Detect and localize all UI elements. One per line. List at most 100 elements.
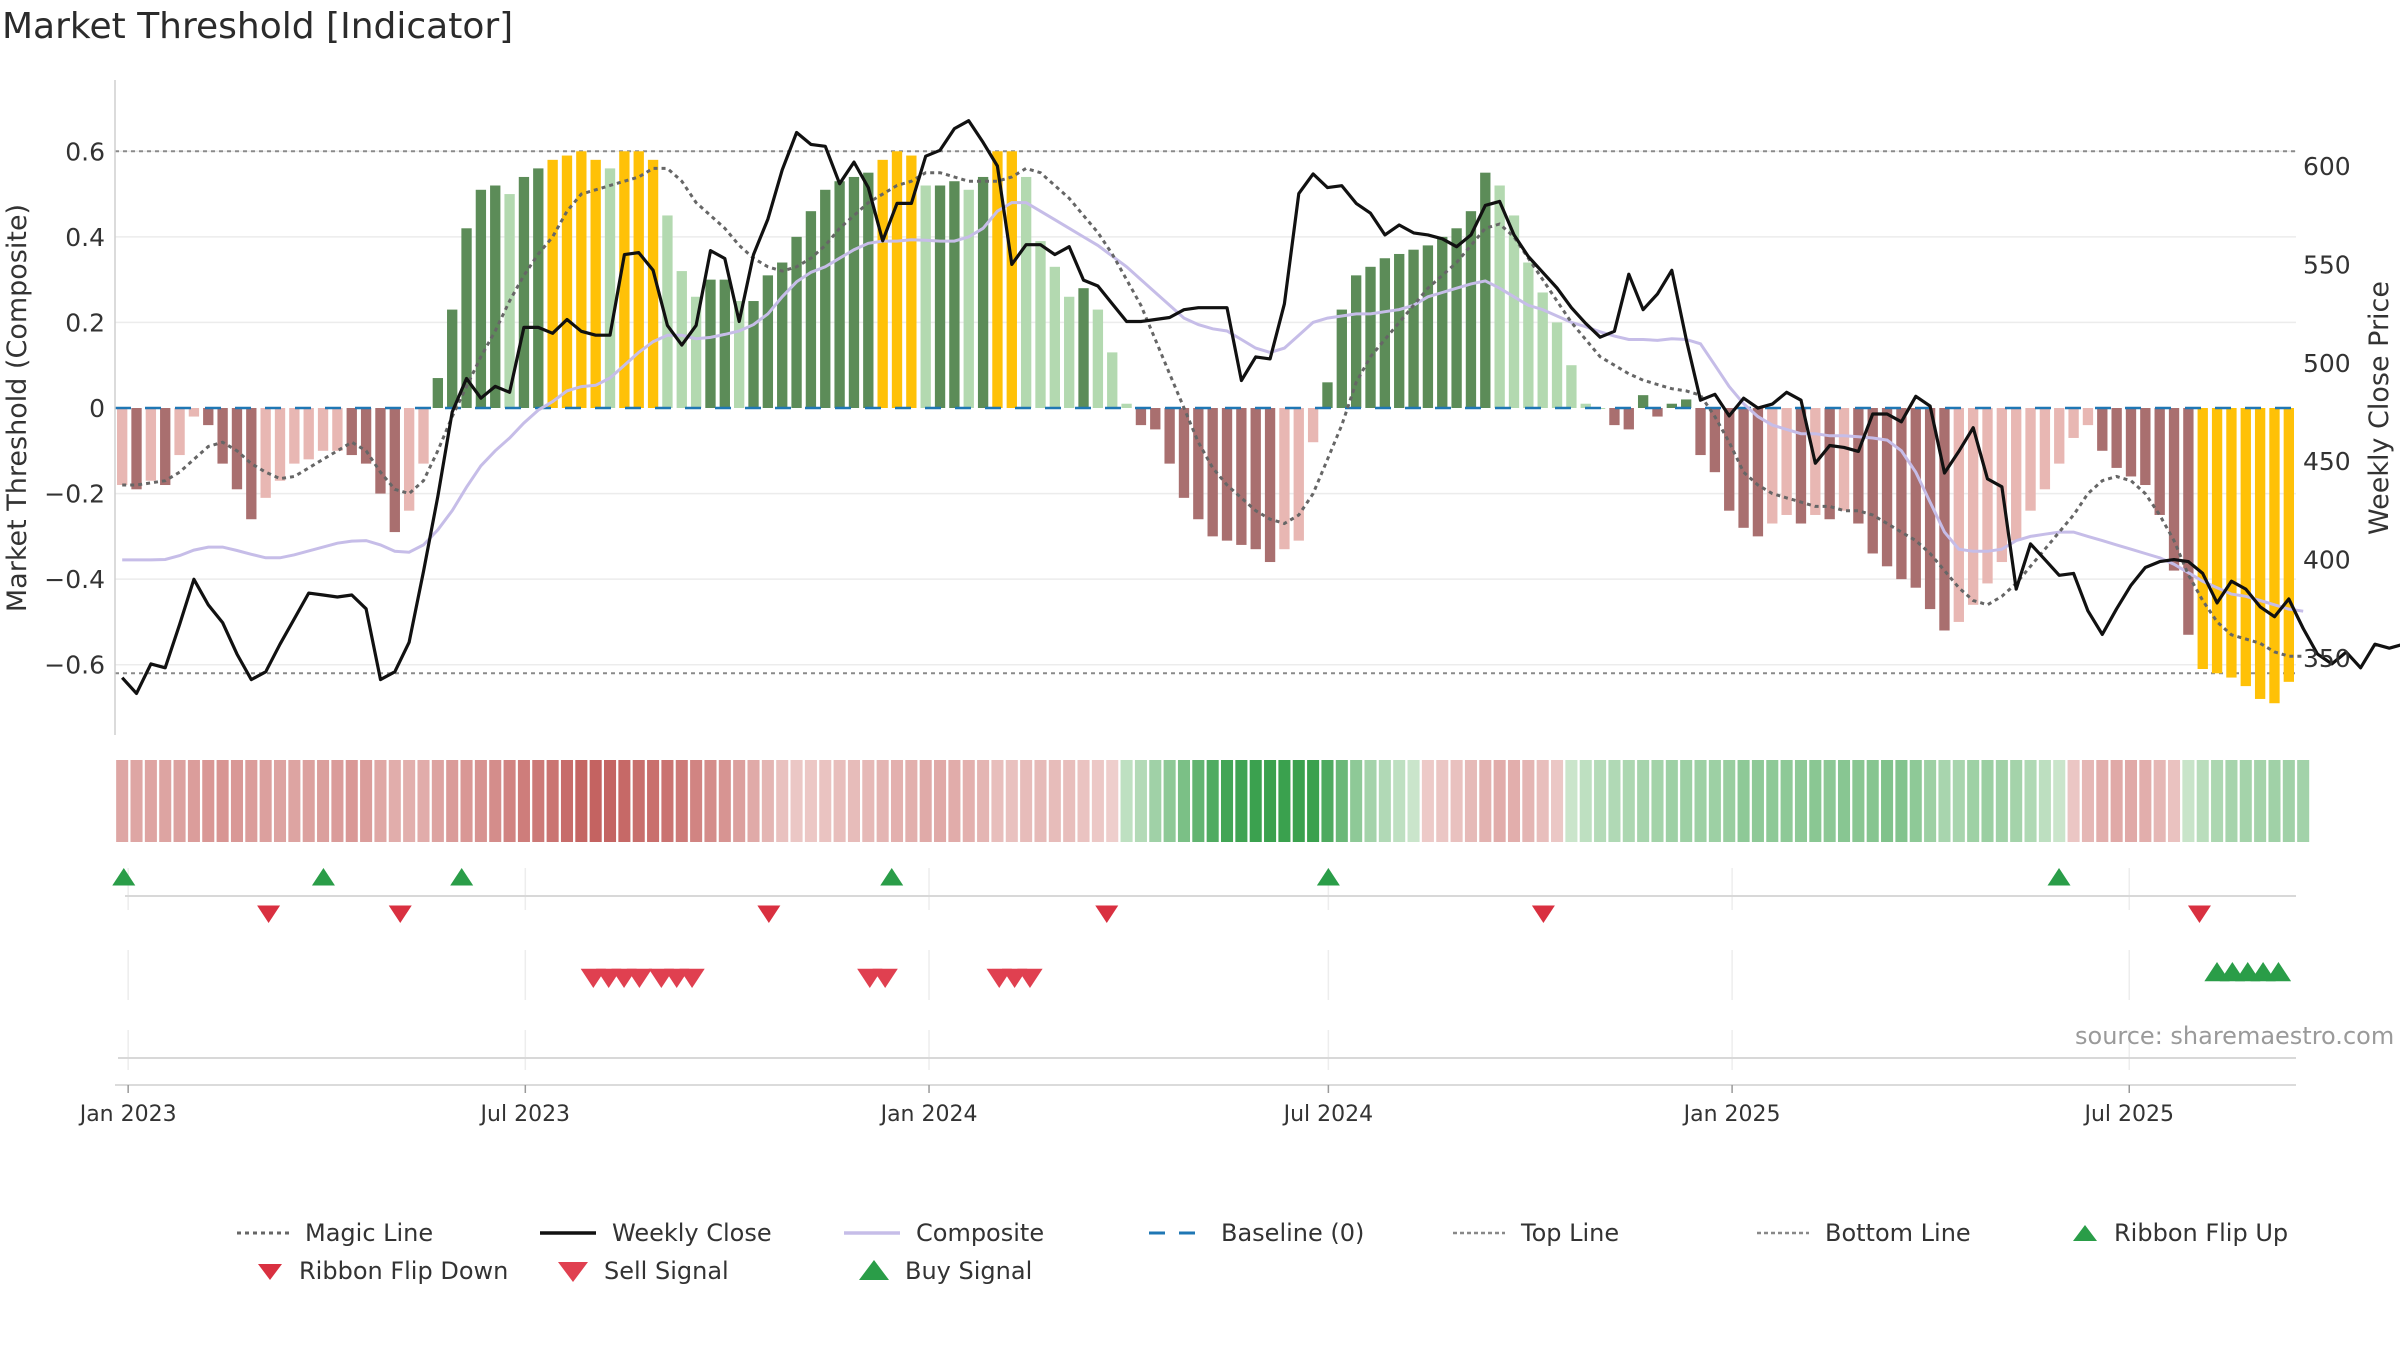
- legend-item-top-line: Top Line: [1451, 1215, 1619, 1251]
- composite-bar: [949, 181, 960, 408]
- composite-bar: [1451, 228, 1462, 408]
- composite-bar: [777, 262, 788, 408]
- ribbon-cell: [1622, 760, 1635, 842]
- ribbon-cell: [273, 760, 287, 842]
- x-tick-label: Jul 2024: [1282, 1102, 1374, 1127]
- composite-bar: [1049, 266, 1061, 408]
- composite-bar: [1609, 408, 1620, 426]
- ribbon-cell: [144, 760, 157, 842]
- ribbon-cell: [1579, 760, 1592, 842]
- buy-signal-marker: [2265, 962, 2292, 982]
- ribbon-cell: [1134, 760, 1147, 842]
- axes: 0.6 0.4 0.2 0 −0.2 −0.4 −0.6 600 550 500 450 400 350…: [2, 80, 2395, 735]
- ribbon-cell: [202, 760, 215, 842]
- ribbon-cell: [589, 760, 602, 842]
- y-right-tick-label: 450: [2303, 447, 2351, 476]
- legend-label: Sell Signal: [604, 1257, 729, 1285]
- ribbon-cell: [804, 760, 817, 842]
- composite-bar: [1150, 408, 1161, 430]
- ribbon-cell: [1551, 760, 1564, 842]
- composite-bar: [1566, 365, 1577, 408]
- ribbon-flip-up-marker: [450, 868, 474, 886]
- y-right-tick-label: 350: [2303, 644, 2351, 673]
- ribbon-cell: [2282, 760, 2295, 842]
- composite-bar: [1695, 408, 1706, 456]
- x-tick-label: Jan 2023: [78, 1102, 177, 1127]
- composite-bar: [1092, 309, 1104, 408]
- composite-bar: [1738, 408, 1749, 528]
- composite-bar: [1422, 245, 1434, 408]
- composite-bar: [1365, 266, 1376, 408]
- y-right-tick-label: 500: [2303, 349, 2351, 378]
- composite-bar: [1437, 236, 1448, 408]
- composite-bar: [1020, 176, 1032, 408]
- composite-bar: [863, 172, 874, 408]
- composite-bar: [1322, 382, 1333, 408]
- y-left-tick-label: 0.2: [65, 308, 105, 337]
- composite-bar: [1221, 408, 1233, 541]
- x-tick-label: Jan 2025: [1682, 1102, 1781, 1127]
- ribbon-cell: [460, 760, 473, 842]
- composite-bar: [1135, 408, 1147, 426]
- ribbon-cell: [116, 760, 129, 842]
- composite-bar: [2140, 408, 2151, 486]
- ribbon-cell: [130, 760, 143, 842]
- ribbon-cell: [704, 760, 717, 842]
- ribbon-cell: [1708, 760, 1721, 842]
- legend-item-bottom-line: Bottom Line: [1755, 1215, 1971, 1251]
- legend-label: Weekly Close: [612, 1219, 772, 1247]
- composite-bar: [490, 185, 501, 408]
- ribbon-cell: [948, 760, 961, 842]
- composite-bar: [2097, 408, 2108, 451]
- ribbon-cell: [159, 760, 172, 842]
- ribbon-cell: [1995, 760, 2008, 842]
- y-left-tick-label: 0.4: [65, 223, 105, 252]
- ribbon-cell: [847, 760, 860, 842]
- ribbon-cell: [1393, 760, 1406, 842]
- composite-bar: [561, 155, 573, 408]
- ribbon-cell: [532, 760, 545, 842]
- ribbon-cell: [962, 760, 975, 842]
- composite-bar: [1867, 408, 1878, 554]
- composite-bar: [2125, 408, 2137, 477]
- composite-bar: [2025, 408, 2036, 511]
- ribbon-cell: [1307, 760, 1320, 842]
- ribbon-cell: [1924, 760, 1937, 842]
- composite-bar: [160, 408, 171, 486]
- ribbon-cell: [1852, 760, 1865, 842]
- ribbon-cell: [1335, 760, 1348, 842]
- legend-label: Buy Signal: [905, 1257, 1033, 1285]
- composite-bar: [877, 159, 888, 408]
- composite-bar: [1767, 408, 1778, 524]
- legend-item-sell-signal: Sell Signal: [556, 1253, 729, 1289]
- ribbon-cell: [2196, 760, 2209, 842]
- composite-bar: [2269, 408, 2280, 704]
- composite-bar: [1580, 403, 1591, 408]
- legend-item-ribbon-flip-up: Ribbon Flip Up: [2070, 1215, 2288, 1251]
- composite-bar: [2111, 408, 2122, 468]
- ribbon-cell: [1421, 760, 1434, 842]
- ribbon-cell: [2067, 760, 2080, 842]
- ribbon-cell: [1637, 760, 1650, 842]
- ribbon-flip-up-marker: [112, 868, 136, 886]
- ribbon-cell: [776, 760, 789, 842]
- legend-item-weekly-close: Weekly Close: [538, 1215, 772, 1251]
- composite-bar: [1709, 408, 1721, 473]
- ribbon-cell: [2182, 760, 2195, 842]
- ribbon-cell: [2254, 760, 2267, 842]
- composite-bar: [289, 408, 300, 464]
- composite-bar: [1078, 288, 1089, 408]
- ribbon-cell: [431, 760, 444, 842]
- composite-bar: [547, 159, 558, 408]
- ribbon-cell: [374, 760, 387, 842]
- composite-bar: [1236, 408, 1247, 545]
- ribbon-cell: [632, 760, 645, 842]
- ribbon-cell: [661, 760, 674, 842]
- composite-bar: [461, 228, 472, 408]
- ribbon-cell: [1565, 760, 1578, 842]
- ribbon-cell: [2110, 760, 2123, 842]
- composite-bar: [1107, 352, 1118, 408]
- ribbon-cell: [388, 760, 401, 842]
- composite-bar: [676, 271, 687, 408]
- ribbon-flip-down-marker: [257, 905, 281, 923]
